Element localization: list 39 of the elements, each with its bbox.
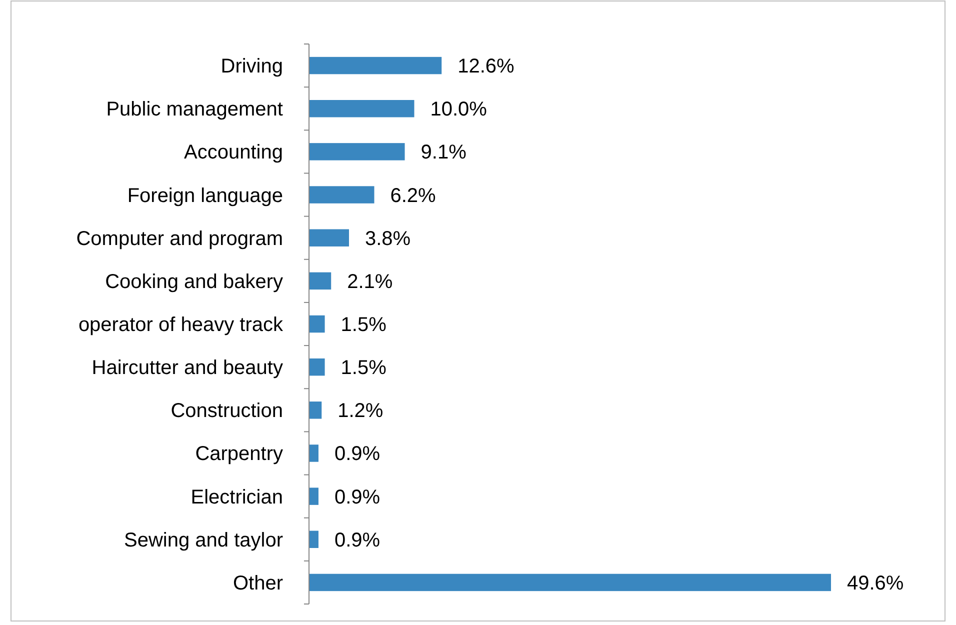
y-tick-label: Sewing and taylor — [124, 529, 284, 552]
data-label: 49.6% — [847, 572, 904, 594]
data-label: 10.0% — [430, 98, 488, 121]
y-tick-label: Electrician — [190, 486, 283, 508]
y-tick-label: Driving — [220, 56, 283, 78]
y-tick-label: Carpentry — [195, 443, 283, 466]
bar — [309, 100, 414, 118]
bar — [309, 186, 374, 204]
bar — [309, 488, 318, 505]
y-tick-label: Construction — [170, 400, 283, 422]
data-label: 12.6% — [458, 56, 515, 78]
data-label: 0.9% — [334, 529, 380, 552]
y-tick-label: Accounting — [184, 142, 283, 164]
y-tick-label: Cooking and bakery — [105, 270, 283, 293]
data-label: 3.8% — [364, 228, 411, 250]
bar — [309, 444, 318, 462]
bar — [309, 143, 405, 160]
bar — [309, 358, 325, 376]
data-label: 1.2% — [338, 400, 384, 422]
data-label: 1.5% — [340, 357, 387, 380]
data-label: 9.1% — [420, 142, 467, 164]
bar — [309, 315, 325, 333]
bar — [309, 530, 318, 548]
data-label: 0.9% — [334, 443, 380, 466]
y-tick-label: operator of heavy track — [78, 314, 284, 336]
data-label: 2.1% — [347, 270, 393, 293]
bar — [309, 574, 831, 592]
y-tick-label: Haircutter and beauty — [92, 357, 283, 380]
y-tick-label: Computer and program — [76, 228, 283, 250]
y-tick-label: Public management — [106, 98, 284, 121]
bar — [309, 402, 322, 419]
bar — [309, 272, 332, 290]
bar — [309, 229, 349, 246]
data-label: 6.2% — [390, 184, 436, 207]
y-tick-label: Foreign language — [127, 184, 283, 207]
bar — [309, 56, 442, 74]
data-label: 0.9% — [334, 486, 380, 508]
y-tick-label: Other — [232, 572, 284, 594]
data-label: 1.5% — [340, 314, 387, 336]
